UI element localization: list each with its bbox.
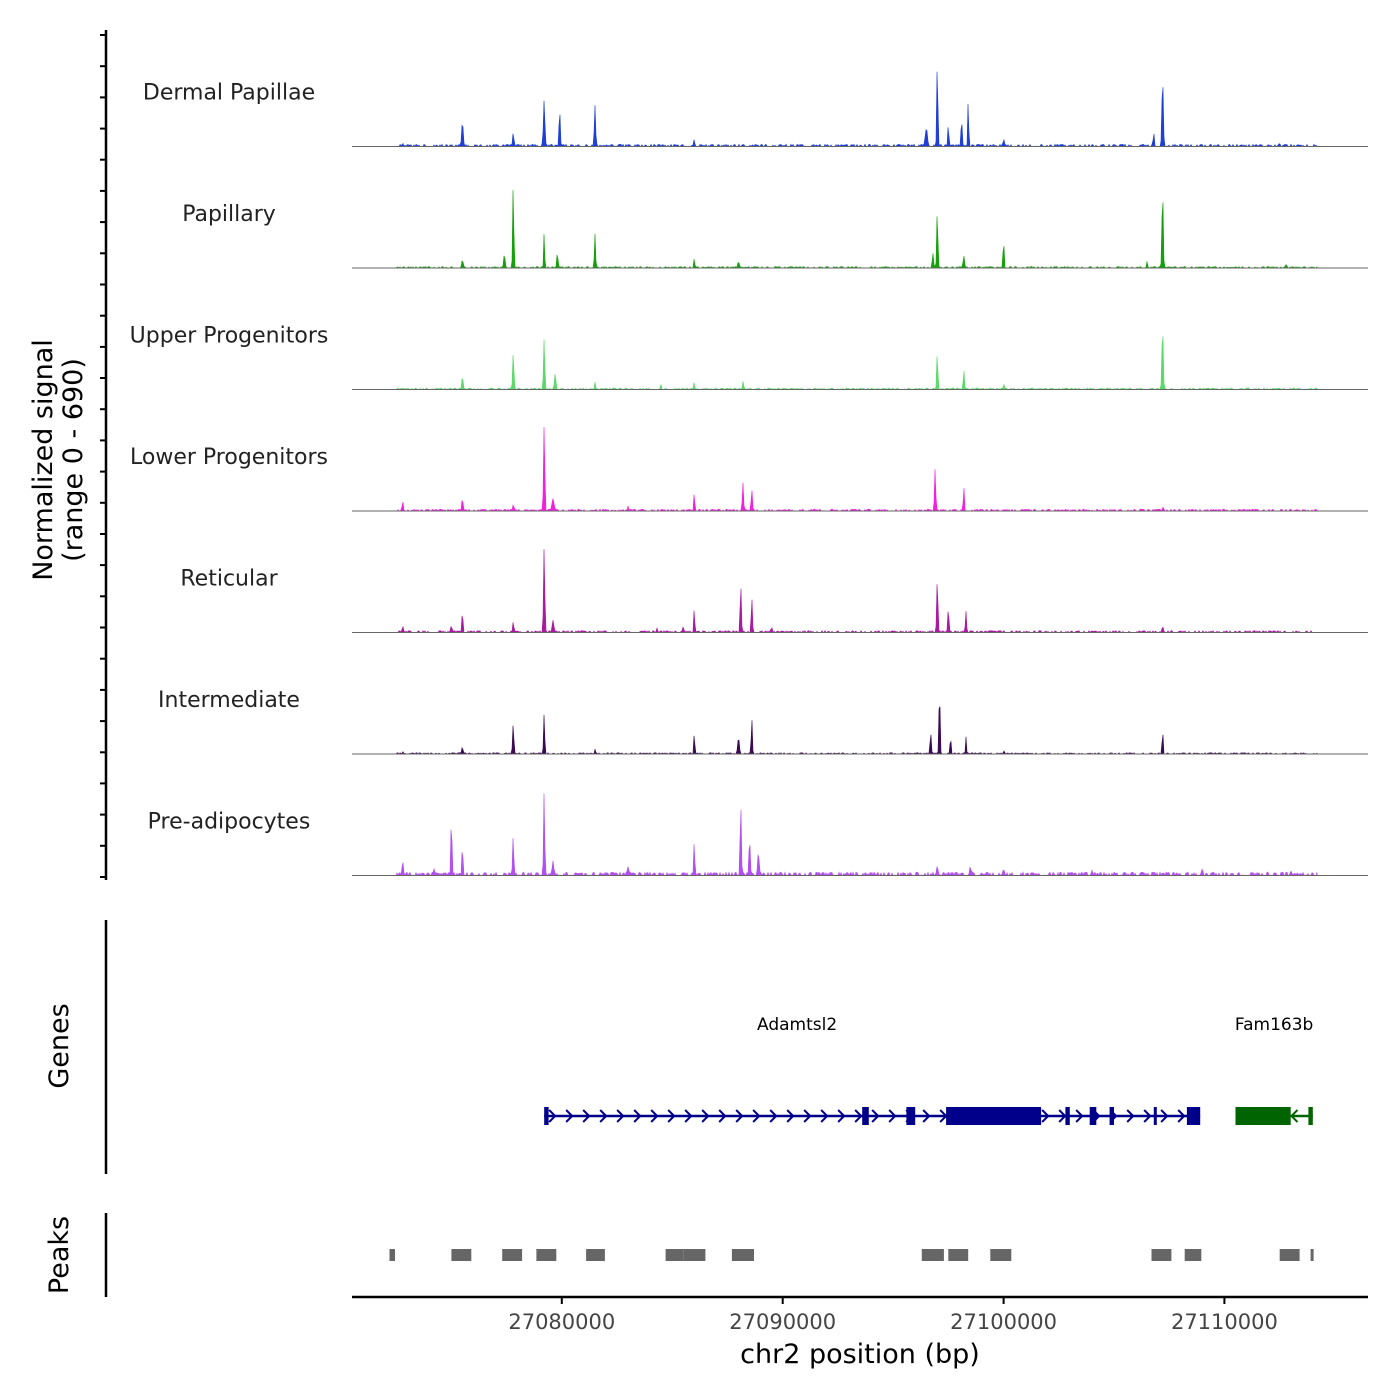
strand-arrow: [548, 1109, 557, 1123]
strand-arrow: [820, 1109, 829, 1123]
signal-area: [395, 793, 1318, 877]
peak-region: [731, 1249, 754, 1261]
exon: [946, 1107, 1042, 1125]
strand-arrow: [667, 1109, 676, 1123]
gene-fam163b: Fam163b: [1235, 1015, 1313, 1125]
track-reticular: Reticular: [180, 549, 1368, 634]
strand-arrow: [616, 1109, 625, 1123]
signal-y-axis-ticks: [100, 34, 106, 878]
strand-arrow: [922, 1109, 931, 1123]
strand-arrow: [786, 1109, 795, 1123]
strand-arrow: [1126, 1109, 1135, 1123]
y-axis-label: Normalized signal: [28, 339, 59, 581]
strand-arrow: [701, 1109, 710, 1123]
signal-area: [396, 549, 1318, 634]
track-label: Upper Progenitors: [130, 324, 329, 349]
track-label: Reticular: [180, 567, 278, 592]
genes-section-label: Genes: [44, 1003, 75, 1088]
track-label: Papillary: [182, 202, 276, 227]
strand-arrow: [1160, 1109, 1169, 1123]
strand-arrow: [837, 1109, 846, 1123]
strand-arrow: [752, 1109, 761, 1123]
peak-region: [683, 1249, 706, 1261]
strand-arrow: [1058, 1109, 1067, 1123]
strand-arrow: [871, 1109, 880, 1123]
strand-arrow: [1290, 1109, 1299, 1123]
peak-region: [948, 1249, 969, 1261]
strand-arrow: [650, 1109, 659, 1123]
strand-arrow: [684, 1109, 693, 1123]
x-axis-label: chr2 position (bp): [740, 1339, 980, 1370]
peak-region: [502, 1249, 523, 1261]
track-papillary: Papillary: [182, 190, 1368, 269]
exon: [1109, 1107, 1114, 1125]
x-tick-label: 27090000: [729, 1310, 836, 1334]
strand-arrow: [565, 1109, 574, 1123]
signal-area: [395, 706, 1318, 755]
peak-region: [665, 1249, 684, 1261]
track-upper-progenitors: Upper Progenitors: [130, 324, 1368, 391]
track-dermal-papillae: Dermal Papillae: [143, 71, 1368, 148]
exon: [544, 1107, 549, 1125]
track-pre-adipocytes: Pre-adipocytes: [148, 793, 1368, 877]
gene-name: Adamtsl2: [757, 1015, 837, 1035]
exon: [1089, 1107, 1097, 1125]
genes-track: Adamtsl2 Fam163b: [544, 1015, 1313, 1125]
strand-arrow: [1143, 1109, 1152, 1123]
strand-arrow: [769, 1109, 778, 1123]
exon: [1308, 1107, 1313, 1125]
strand-arrow: [1041, 1109, 1050, 1123]
strand-arrow: [718, 1109, 727, 1123]
track-label: Lower Progenitors: [130, 445, 328, 470]
x-tick-label: 27110000: [1171, 1310, 1278, 1334]
peak-region: [451, 1249, 472, 1261]
exon: [1065, 1107, 1070, 1125]
exon: [862, 1107, 869, 1125]
strand-arrow: [582, 1109, 591, 1123]
x-axis-ticks: 27080000 27090000 27100000 27110000: [508, 1297, 1278, 1334]
strand-arrow: [599, 1109, 608, 1123]
x-tick-label: 27100000: [950, 1310, 1057, 1334]
peak-region: [536, 1249, 557, 1261]
gene-name: Fam163b: [1235, 1015, 1313, 1035]
strand-arrow: [1177, 1109, 1186, 1123]
strand-arrow: [888, 1109, 897, 1123]
peaks-track: [389, 1249, 1314, 1261]
peak-region: [389, 1249, 395, 1261]
strand-arrow: [854, 1109, 863, 1123]
exon: [906, 1107, 916, 1125]
track-label: Pre-adipocytes: [148, 810, 311, 835]
signal-tracks: Dermal Papillae Papillary Upper Progenitor…: [130, 71, 1368, 877]
strand-arrow: [633, 1109, 642, 1123]
track-label: Dermal Papillae: [143, 81, 315, 106]
peaks-section-label: Peaks: [44, 1216, 75, 1294]
strand-arrow: [1075, 1109, 1084, 1123]
strand-arrow: [803, 1109, 812, 1123]
signal-area: [395, 190, 1318, 269]
gene-adamtsl2: Adamtsl2: [544, 1015, 1201, 1125]
exon: [1153, 1107, 1157, 1125]
signal-area: [396, 71, 1318, 148]
peak-region: [1151, 1249, 1172, 1261]
peak-region: [1184, 1249, 1202, 1261]
track-intermediate: Intermediate: [158, 688, 1368, 755]
track-label: Intermediate: [158, 688, 300, 713]
peak-region: [586, 1249, 605, 1261]
x-tick-label: 27080000: [508, 1310, 615, 1334]
strand-arrow: [735, 1109, 744, 1123]
track-lower-progenitors: Lower Progenitors: [130, 427, 1368, 512]
exon: [1235, 1107, 1291, 1125]
peak-region: [1279, 1249, 1300, 1261]
signal-area: [395, 336, 1318, 391]
peak-region: [990, 1249, 1012, 1261]
exon: [1186, 1107, 1201, 1125]
peak-region: [1310, 1249, 1314, 1261]
y-axis-sublabel: (range 0 - 690): [58, 358, 89, 562]
signal-area: [396, 427, 1318, 512]
peak-region: [921, 1249, 944, 1261]
